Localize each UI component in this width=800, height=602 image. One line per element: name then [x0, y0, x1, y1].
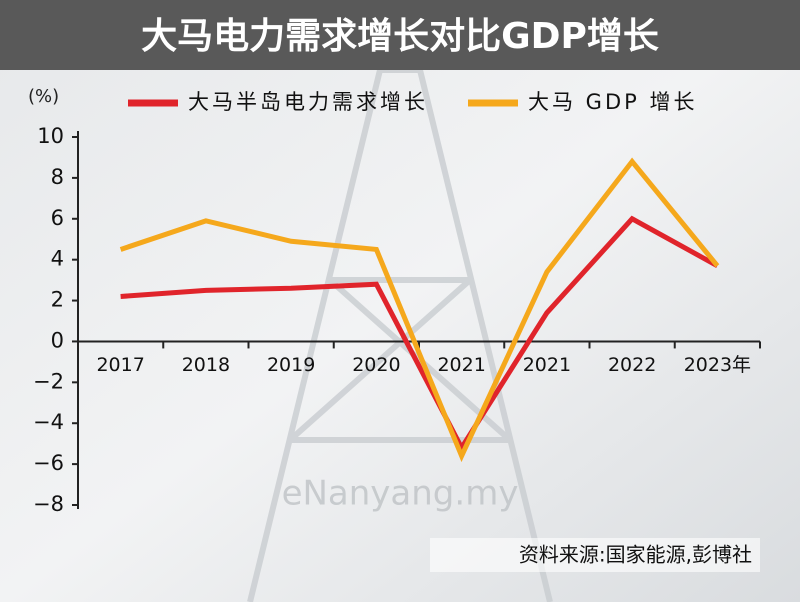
y-tick-label: 6	[51, 206, 64, 230]
y-tick-label: 2	[51, 288, 64, 312]
title-bar	[0, 0, 800, 70]
y-tick-label: −6	[33, 451, 64, 475]
y-tick-label: 10	[37, 124, 64, 148]
series-line	[120, 215, 719, 453]
watermark: eNanyang.my	[282, 474, 519, 514]
y-tick-label: 0	[51, 328, 64, 352]
y-tick-label: −4	[33, 410, 64, 434]
legend-label: 大马半岛电力需求增长	[188, 90, 428, 114]
x-tick-label: 2017	[96, 354, 144, 376]
legend-label: 大马 GDP 增长	[528, 90, 697, 114]
x-tick-label: 2022	[608, 354, 656, 376]
y-tick-label: −8	[33, 492, 64, 516]
y-tick-label: 4	[51, 247, 64, 271]
x-tick-label: 2019	[267, 354, 315, 376]
x-tick-label: 2020	[352, 354, 400, 376]
x-tick-label: 2018	[182, 354, 230, 376]
x-tick-label: 2021	[437, 354, 485, 376]
series-line	[119, 157, 720, 463]
x-tick-label: 2021	[523, 354, 571, 376]
chart-title: 大马电力需求增长对比GDP增长	[141, 16, 659, 57]
x-tick-label: 2023年	[684, 354, 751, 376]
y-tick-label: −2	[33, 369, 64, 393]
y-axis-label: (%)	[28, 86, 59, 107]
source: 资料来源:国家能源,彭博社	[519, 543, 752, 567]
y-tick-label: 8	[51, 165, 64, 189]
source-bg	[430, 538, 760, 572]
